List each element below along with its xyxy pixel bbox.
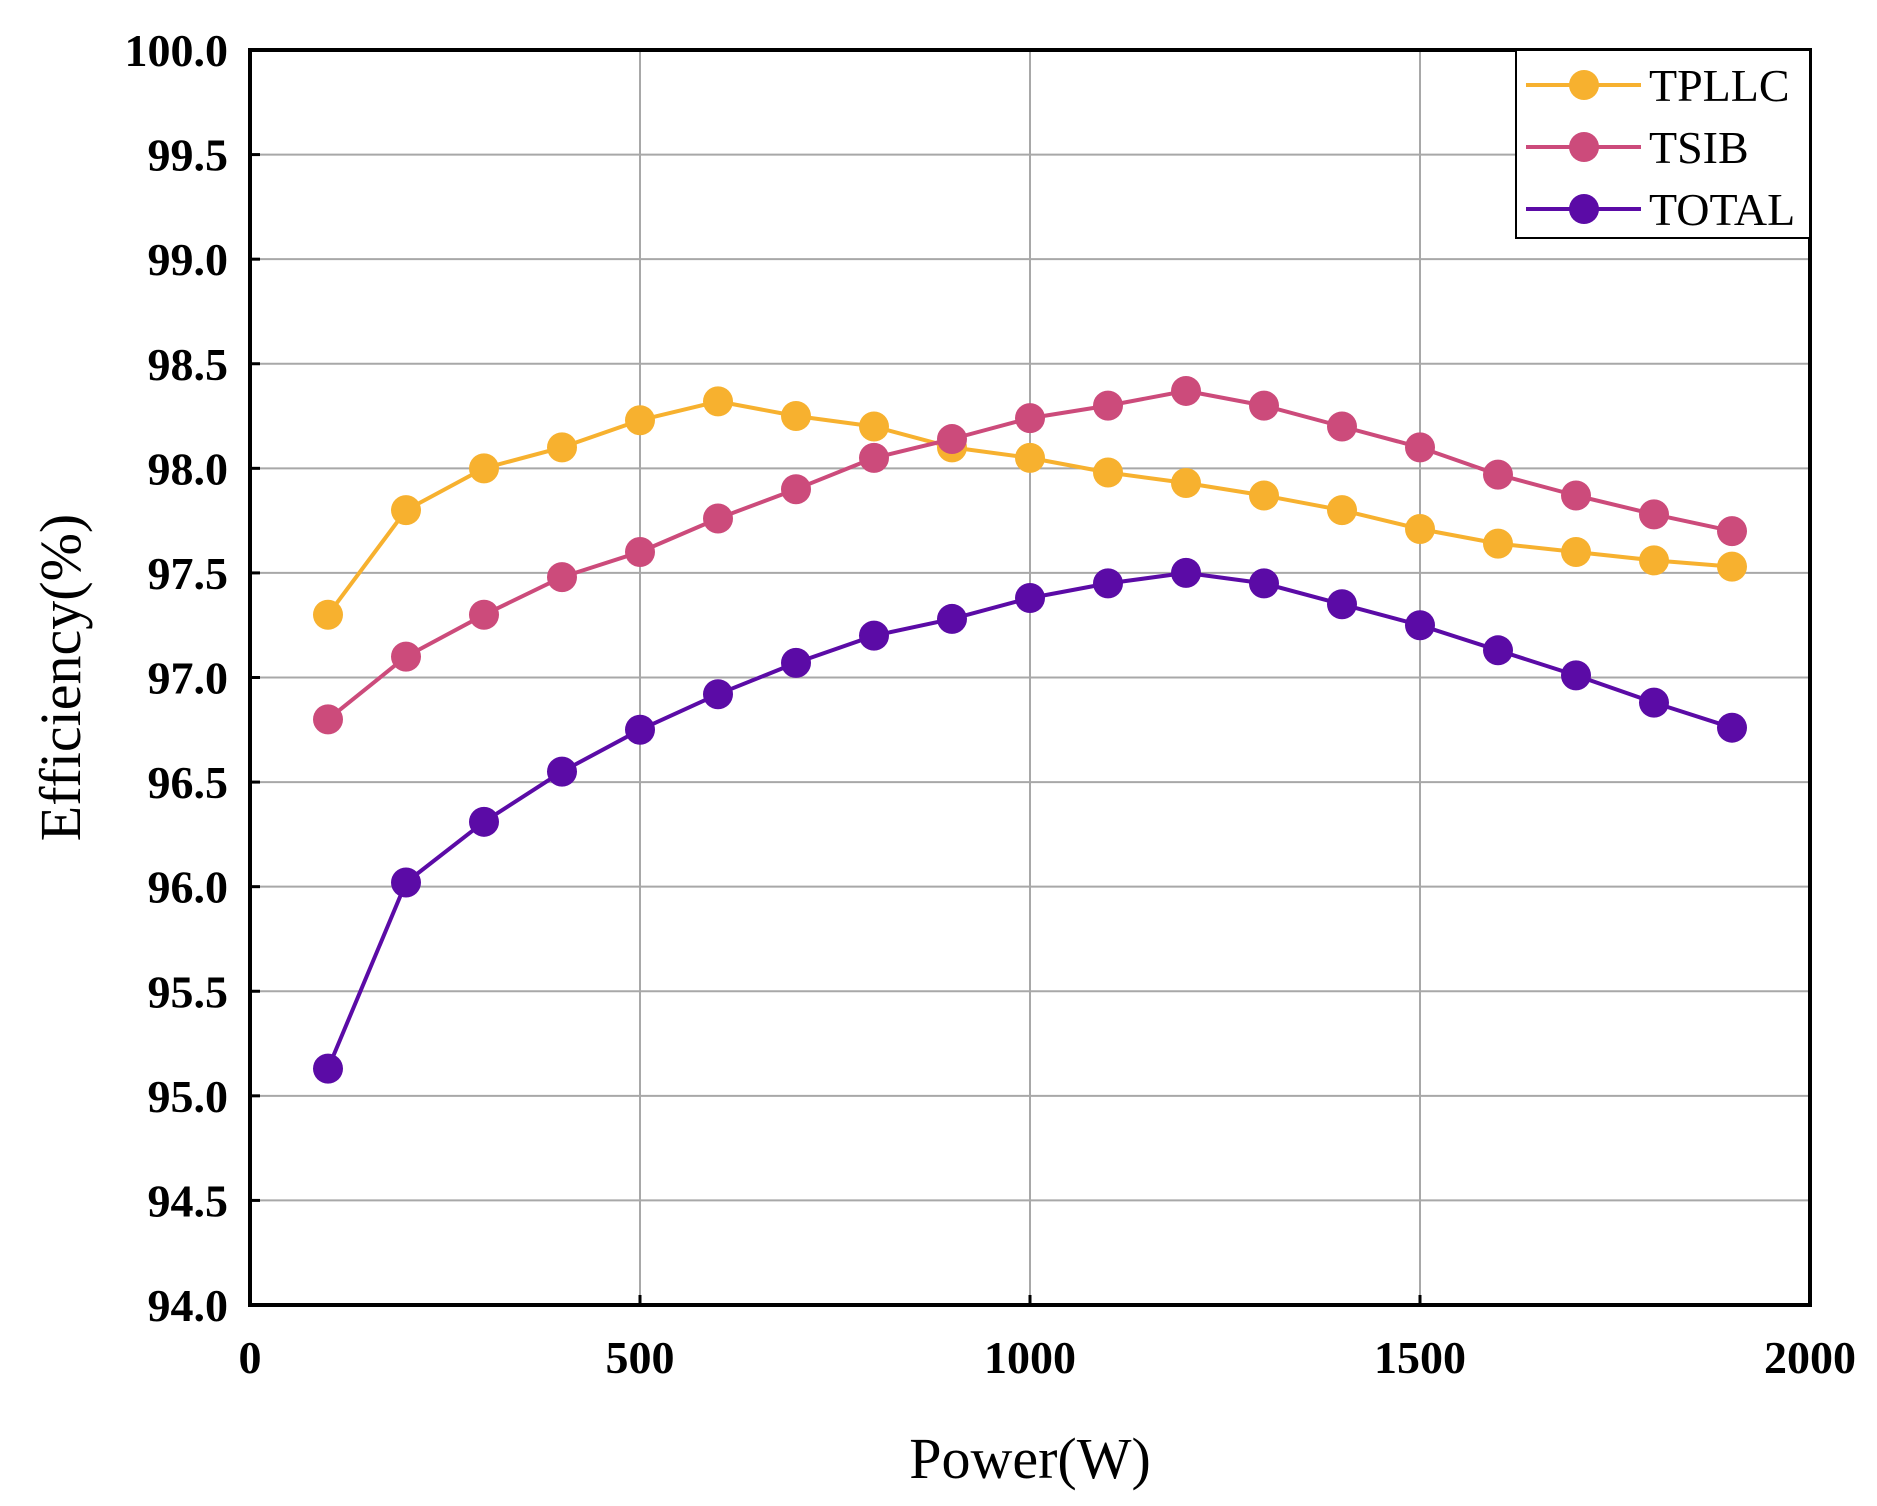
data-point-total xyxy=(703,679,733,710)
data-point-tsib xyxy=(1171,375,1201,406)
data-point-tpllc xyxy=(1561,537,1591,567)
y-tick-label: 99.0 xyxy=(148,234,229,285)
data-point-tpllc xyxy=(859,411,889,442)
x-tick-label: 1000 xyxy=(984,1332,1076,1383)
legend-item-tpllc: TPLLC xyxy=(1526,60,1790,111)
data-point-tpllc xyxy=(703,386,733,417)
series-tsib xyxy=(313,375,1747,735)
data-point-total xyxy=(1639,687,1669,718)
data-point-tpllc xyxy=(781,401,811,432)
axis-ticks: 0 500 1000 1500 2000 94.0 94.5 95.0 95.5 96.0 96.5… xyxy=(125,25,1857,1383)
data-point-tpllc xyxy=(391,495,421,526)
y-tick-label: 98.5 xyxy=(148,339,229,390)
data-point-total xyxy=(1405,610,1435,641)
data-point-tpllc xyxy=(1483,528,1513,559)
data-point-tpllc xyxy=(1405,513,1435,544)
x-tick-label: 2000 xyxy=(1764,1332,1856,1383)
y-tick-label: 98.0 xyxy=(148,443,229,494)
data-point-tsib xyxy=(625,537,655,567)
data-point-total xyxy=(1483,635,1513,666)
data-point-tpllc xyxy=(1015,442,1045,473)
data-point-tsib xyxy=(1015,403,1045,434)
y-tick-label: 96.5 xyxy=(148,757,229,808)
legend-item-total: TOTAL xyxy=(1526,184,1795,235)
x-tick-label: 500 xyxy=(606,1332,675,1383)
data-point-tsib xyxy=(547,562,577,593)
data-point-total xyxy=(1561,660,1591,691)
data-point-tpllc xyxy=(313,599,343,630)
data-point-tsib xyxy=(391,641,421,672)
legend-marker-total xyxy=(1569,194,1599,224)
data-point-tsib xyxy=(781,474,811,505)
data-point-tpllc xyxy=(1249,480,1279,511)
data-point-tsib xyxy=(1639,499,1669,530)
y-tick-label: 95.5 xyxy=(148,966,229,1017)
x-tick-label: 1500 xyxy=(1374,1332,1466,1383)
y-tick-label: 96.0 xyxy=(148,862,229,913)
series-total xyxy=(313,557,1747,1084)
data-point-total xyxy=(547,756,577,787)
data-point-total xyxy=(391,867,421,898)
data-point-tpllc xyxy=(1171,467,1201,498)
data-point-total xyxy=(781,647,811,678)
data-point-total xyxy=(1249,568,1279,599)
data-point-tpllc xyxy=(469,453,499,484)
legend-item-tsib: TSIB xyxy=(1526,122,1749,173)
data-point-tsib xyxy=(859,442,889,473)
data-point-tsib xyxy=(1249,390,1279,421)
data-point-total xyxy=(1171,557,1201,588)
y-tick-label: 97.0 xyxy=(148,653,229,704)
data-point-tpllc xyxy=(1093,457,1123,488)
y-tick-label: 94.5 xyxy=(148,1175,229,1226)
series-tpllc xyxy=(313,386,1747,630)
series-layer xyxy=(313,375,1747,1084)
data-point-total xyxy=(313,1053,343,1084)
legend-box xyxy=(1515,49,1811,239)
y-axis-title: Efficiency(%) xyxy=(28,514,93,841)
data-point-tsib xyxy=(469,599,499,630)
data-point-tsib xyxy=(937,424,967,455)
y-tick-label: 97.5 xyxy=(148,548,229,599)
legend-label-tpllc: TPLLC xyxy=(1649,60,1790,111)
data-point-total xyxy=(469,806,499,837)
legend-label-total: TOTAL xyxy=(1649,184,1795,235)
data-point-tsib xyxy=(1405,432,1435,463)
data-point-tpllc xyxy=(1717,551,1747,582)
data-point-tsib xyxy=(1327,411,1357,442)
y-tick-label: 100.0 xyxy=(125,25,229,76)
data-point-tsib xyxy=(1561,480,1591,511)
data-point-tsib xyxy=(1483,459,1513,490)
data-point-tpllc xyxy=(547,432,577,463)
data-point-tsib xyxy=(1093,390,1123,421)
legend-marker-tsib xyxy=(1569,132,1599,162)
legend-marker-tpllc xyxy=(1569,70,1599,100)
y-tick-label: 99.5 xyxy=(148,130,229,181)
data-point-total xyxy=(859,620,889,651)
data-point-total xyxy=(1717,712,1747,743)
data-point-tpllc xyxy=(1639,545,1669,576)
data-point-total xyxy=(1327,589,1357,620)
data-point-tsib xyxy=(703,503,733,534)
data-point-tsib xyxy=(1717,516,1747,547)
legend-label-tsib: TSIB xyxy=(1649,122,1749,173)
data-point-total xyxy=(1093,568,1123,599)
data-point-tsib xyxy=(313,704,343,735)
x-tick-label: 0 xyxy=(239,1332,262,1383)
data-point-tpllc xyxy=(625,405,655,436)
y-tick-label: 94.0 xyxy=(148,1280,229,1331)
x-axis-title: Power(W) xyxy=(909,1426,1151,1491)
data-point-tpllc xyxy=(1327,495,1357,526)
data-point-total xyxy=(625,714,655,745)
legend: TPLLC TSIB TOTAL xyxy=(1515,49,1811,239)
data-point-total xyxy=(937,603,967,634)
data-point-total xyxy=(1015,583,1045,614)
y-tick-label: 95.0 xyxy=(148,1071,229,1122)
